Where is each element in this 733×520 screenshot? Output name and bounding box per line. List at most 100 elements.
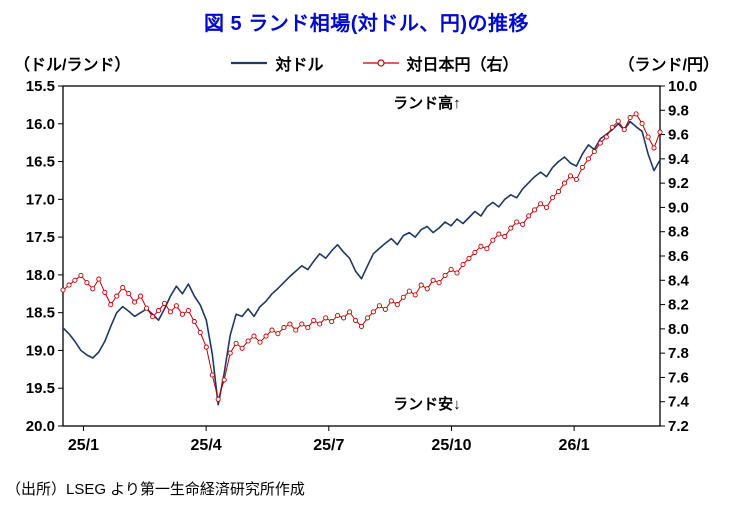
series-jpy-marker — [317, 321, 323, 327]
series-jpy-marker — [508, 225, 514, 231]
series-jpy-marker — [60, 287, 66, 293]
series-jpy-marker — [191, 319, 197, 325]
series-jpy-marker — [496, 231, 502, 237]
series-jpy-marker — [84, 280, 90, 286]
series-jpy-marker — [299, 321, 305, 327]
left-axis-tick-label: 18.0 — [26, 267, 55, 284]
series-jpy-marker — [549, 195, 556, 201]
plot-frame — [62, 85, 661, 427]
series-jpy-marker — [490, 237, 496, 243]
series-jpy-marker — [311, 317, 317, 323]
series-jpy-marker — [293, 327, 299, 333]
series-jpy-marker — [251, 333, 257, 339]
series-jpy-marker — [269, 327, 275, 333]
right-axis-tick-label: 7.6 — [668, 369, 689, 386]
left-axis-tick-label: 16.5 — [26, 154, 55, 171]
right-axis-tick-label: 9.4 — [668, 151, 690, 168]
series-jpy-marker — [430, 277, 436, 283]
series-jpy-marker — [364, 315, 371, 321]
series-jpy-marker — [639, 121, 645, 127]
legend-usd-label: 対ドル — [275, 57, 324, 74]
series-jpy-marker — [526, 213, 532, 219]
series-jpy-marker — [221, 377, 227, 383]
series-jpy-marker — [197, 329, 203, 336]
series-jpy-marker — [472, 249, 478, 255]
chart-title: 図 5 ランド相場(対ドル、円)の推移 — [203, 13, 530, 35]
series-jpy-marker — [239, 345, 245, 351]
annotation-rand-low: ランド安↓ — [393, 395, 461, 413]
series-jpy-marker — [609, 124, 615, 130]
series-jpy-marker — [138, 293, 144, 299]
left-axis-tick-label: 19.0 — [26, 342, 55, 359]
series-jpy-marker — [561, 180, 568, 186]
series-jpy-marker — [448, 266, 454, 272]
series-jpy-marker — [544, 204, 550, 210]
series-jpy-marker — [233, 340, 239, 346]
series-jpy-marker — [466, 255, 472, 261]
series-jpy-marker — [567, 173, 574, 179]
right-axis-tick-label: 9.2 — [668, 175, 689, 192]
series-jpy-marker — [520, 221, 526, 227]
series-jpy-marker — [627, 115, 633, 121]
annotation-rand-high: ランド高↑ — [393, 94, 461, 112]
right-axis-unit-label: （ランド/円） — [618, 57, 719, 74]
series-jpy-marker — [90, 286, 96, 292]
series-jpy-marker — [418, 282, 424, 288]
series-jpy-marker — [66, 282, 72, 288]
series-jpy-marker — [621, 127, 627, 133]
series-jpy-marker — [227, 350, 233, 356]
series-jpy-marker — [532, 207, 538, 213]
legend-item-jpy: 対日本円（右） — [362, 51, 519, 75]
series-jpy-marker — [323, 315, 329, 321]
right-axis-tick-label: 8.0 — [668, 321, 689, 338]
left-axis-unit-label: （ドル/ランド） — [14, 57, 131, 74]
series-jpy-marker — [358, 323, 365, 329]
legend-item-usd: 対ドル — [230, 51, 324, 75]
left-axis-tick-label: 17.5 — [26, 229, 55, 246]
x-axis-tick-label: 25/4 — [191, 437, 222, 454]
left-axis-tick-label: 20.0 — [26, 418, 55, 435]
series-jpy-marker — [144, 305, 150, 311]
series-jpy-marker — [335, 312, 341, 319]
series-jpy-marker — [633, 111, 639, 117]
series-jpy-marker — [126, 291, 132, 297]
series-jpy-marker — [167, 309, 174, 315]
series-jpy-marker — [329, 319, 335, 325]
series-jpy-marker — [263, 333, 269, 339]
right-axis-tick-label: 8.8 — [668, 224, 689, 241]
series-jpy-marker — [72, 277, 78, 283]
series-jpy-marker — [150, 314, 156, 320]
chart-area: 15.5 16.0 16.5 17.0 17.5 18.0 18.5 19.0 19.5 20.0… — [0, 77, 733, 474]
series-jpy-marker — [585, 156, 591, 162]
series-jpy-marker — [102, 289, 108, 295]
legend-usd-line-icon — [231, 61, 268, 65]
right-axis-tick-label: 7.8 — [668, 345, 689, 362]
chart-legend: 対ドル 対日本円（右） — [130, 51, 618, 75]
series-jpy-marker — [173, 303, 179, 309]
left-axis-tick-label: 16.0 — [26, 116, 55, 133]
right-axis-tick-label: 7.2 — [668, 418, 689, 435]
series-jpy-marker — [108, 302, 114, 308]
series-jpy-marker — [388, 298, 394, 304]
left-axis-tick-label: 18.5 — [26, 305, 55, 322]
series-jpy-marker — [514, 219, 520, 225]
series-jpy-marker — [96, 276, 102, 282]
series-jpy-marker — [394, 302, 400, 308]
series-jpy-marker — [370, 309, 376, 315]
left-axis-tick-label: 17.0 — [26, 191, 55, 208]
series-jpy-marker — [502, 234, 508, 240]
series-jpy-marker — [615, 118, 621, 124]
series-jpy-marker — [603, 134, 609, 140]
series-jpy-marker — [78, 272, 84, 278]
x-axis-tick-label: 26/1 — [559, 437, 590, 454]
series-jpy-marker — [352, 317, 359, 323]
series-jpy-marker — [657, 129, 663, 135]
series-jpy-marker — [651, 145, 657, 151]
series-jpy-marker — [538, 201, 544, 207]
legend-jpy-line-circle-icon — [362, 59, 399, 67]
series-jpy-marker — [436, 280, 442, 286]
series-jpy-marker — [376, 303, 382, 309]
series-jpy-marker — [382, 306, 388, 312]
series-jpy-line — [62, 113, 661, 400]
